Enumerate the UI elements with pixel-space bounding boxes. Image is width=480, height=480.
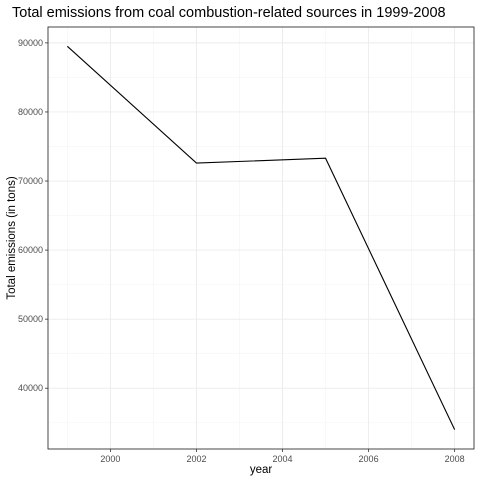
y-tick-label: 90000 — [18, 38, 43, 48]
x-axis-title: year — [250, 464, 273, 476]
axis-layer: 2000 2002 2004 2006 2008 40000 50000 60000 70000… — [18, 26, 475, 464]
y-tick-label: 80000 — [18, 107, 43, 117]
y-tick-label: 60000 — [18, 245, 43, 255]
y-tick-label: 50000 — [18, 314, 43, 324]
x-tick-label: 2004 — [272, 454, 292, 464]
y-tick-label: 40000 — [18, 383, 43, 393]
series-layer — [66, 45, 456, 430]
x-tick-label: 2000 — [100, 454, 120, 464]
y-axis-title: Total emissions (in tons) — [6, 176, 18, 300]
x-tick-label: 2008 — [445, 454, 465, 464]
x-tick-label: 2006 — [359, 454, 379, 464]
plot-panel-border — [47, 26, 475, 450]
x-tick-label: 2002 — [186, 454, 206, 464]
y-tick-label: 70000 — [18, 176, 43, 186]
series-line — [66, 45, 456, 430]
grid-layer — [48, 27, 474, 449]
chart-title: Total emissions from coal combustion-rel… — [12, 5, 446, 21]
